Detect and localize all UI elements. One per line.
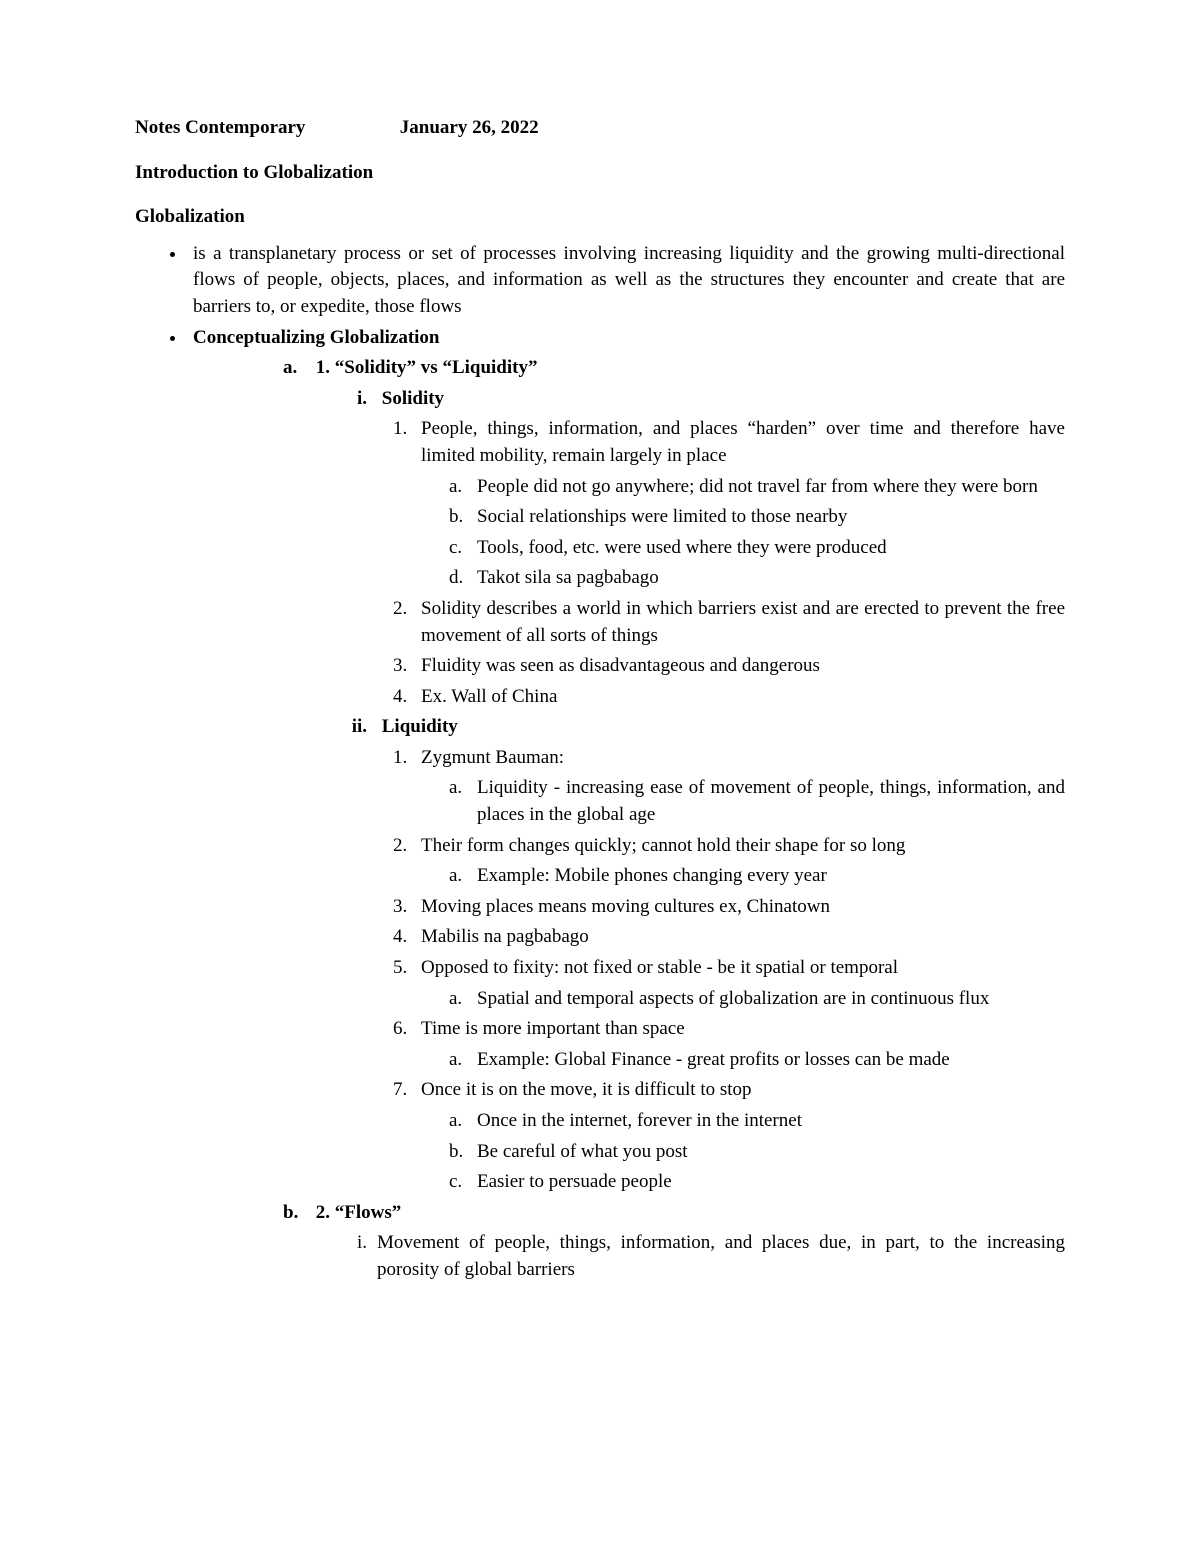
bullet-concept: Conceptualizing Globalization a. 1. “Sol…: [187, 325, 1065, 1284]
a-label: 1. “Solidity” vs “Liquidity”: [316, 357, 538, 378]
level-b: b. 2. “Flows”: [283, 1200, 1065, 1227]
list-item: 2.Their form changes quickly; cannot hol…: [393, 833, 1065, 860]
bullet-definition: is a transplanetary process or set of pr…: [187, 241, 1065, 321]
document-page: Notes Contemporary January 26, 2022 Intr…: [0, 0, 1200, 1553]
list-item: c.Easier to persuade people: [449, 1169, 1065, 1196]
list-item: a.Liquidity - increasing ease of movemen…: [449, 775, 1065, 828]
list-item: 1.Zygmunt Bauman:: [393, 745, 1065, 772]
level-a: a. 1. “Solidity” vs “Liquidity”: [283, 355, 1065, 382]
header-title: Notes Contemporary: [135, 115, 395, 142]
list-item: 7.Once it is on the move, it is difficul…: [393, 1077, 1065, 1104]
b-label: 2. “Flows”: [316, 1202, 402, 1223]
list-item: a.Once in the internet, forever in the i…: [449, 1108, 1065, 1135]
list-item: 4.Ex. Wall of China: [393, 684, 1065, 711]
list-item: 5.Opposed to fixity: not fixed or stable…: [393, 955, 1065, 982]
list-item: a.Example: Global Finance - great profit…: [449, 1047, 1065, 1074]
list-item: 3.Moving places means moving cultures ex…: [393, 894, 1065, 921]
list-item: 2.Solidity describes a world in which ba…: [393, 596, 1065, 649]
intro-heading: Introduction to Globalization: [135, 160, 1065, 187]
concept-heading: Conceptualizing Globalization: [193, 327, 440, 348]
ii-label: Liquidity: [382, 716, 458, 737]
level-i-solidity: i. Solidity: [341, 386, 1065, 413]
list-item: 1.People, things, information, and place…: [393, 416, 1065, 469]
i-marker: i.: [341, 386, 367, 413]
list-item: a.Example: Mobile phones changing every …: [449, 863, 1065, 890]
b-marker: b.: [283, 1200, 311, 1227]
ii-marker: ii.: [341, 714, 367, 741]
header-date: January 26, 2022: [400, 115, 539, 142]
header-line: Notes Contemporary January 26, 2022: [135, 115, 1065, 142]
list-item: b.Social relationships were limited to t…: [449, 504, 1065, 531]
list-item: c.Tools, food, etc. were used where they…: [449, 535, 1065, 562]
level-ii-liquidity: ii. Liquidity: [341, 714, 1065, 741]
list-item: 3.Fluidity was seen as disadvantageous a…: [393, 653, 1065, 680]
level-b-i: i. Movement of people, things, informati…: [341, 1230, 1065, 1283]
top-bullets: is a transplanetary process or set of pr…: [159, 241, 1065, 1284]
list-item: b.Be careful of what you post: [449, 1139, 1065, 1166]
list-item: 4.Mabilis na pagbabago: [393, 924, 1065, 951]
list-item: d.Takot sila sa pagbabago: [449, 565, 1065, 592]
i-label: Solidity: [382, 388, 444, 409]
list-item: a.People did not go anywhere; did not tr…: [449, 474, 1065, 501]
section-heading: Globalization: [135, 204, 1065, 231]
list-item: 6.Time is more important than space: [393, 1016, 1065, 1043]
list-item: a.Spatial and temporal aspects of global…: [449, 986, 1065, 1013]
a-marker: a.: [283, 355, 311, 382]
